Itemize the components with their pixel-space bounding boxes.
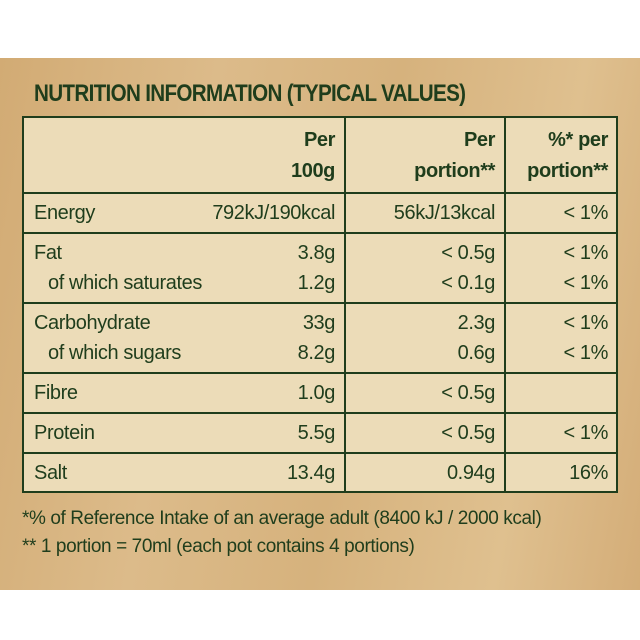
cell-value: < 1%	[563, 342, 608, 364]
footnote: ** 1 portion = 70ml (each pot contains 4…	[22, 536, 415, 557]
row-divider	[22, 412, 618, 414]
row-label: Fibre	[34, 382, 78, 404]
row-label: Protein	[34, 422, 95, 444]
cell-value: < 1%	[563, 422, 608, 444]
cell-value: 5.5g	[297, 422, 336, 444]
cell-value: 0.94g	[446, 462, 495, 484]
cell-value: < 1%	[563, 202, 608, 224]
cell-value: 2.3g	[457, 312, 496, 334]
row-label: Energy	[34, 202, 95, 224]
row-label: of which saturates	[48, 272, 202, 294]
row-label: Carbohydrate	[34, 312, 151, 334]
column-header: 100g	[291, 160, 335, 182]
cell-value: 0.6g	[457, 342, 496, 364]
column-divider	[504, 116, 506, 493]
row-label: Fat	[34, 242, 62, 264]
cell-value: 13.4g	[286, 462, 335, 484]
cell-value: < 1%	[563, 242, 608, 264]
cell-value: < 1%	[563, 272, 608, 294]
footnote: *% of Reference Intake of an average adu…	[22, 508, 542, 529]
column-header: portion**	[527, 160, 608, 182]
row-divider	[22, 372, 618, 374]
cell-value: 8.2g	[297, 342, 336, 364]
row-divider	[22, 232, 618, 234]
cell-value: 56kJ/13kcal	[393, 202, 496, 224]
column-header: Per	[463, 129, 495, 151]
row-divider	[22, 192, 618, 194]
row-label: of which sugars	[48, 342, 181, 364]
cell-value: < 0.1g	[441, 272, 495, 294]
row-divider	[22, 302, 618, 304]
row-divider	[22, 452, 618, 454]
cell-value: 1.2g	[297, 272, 336, 294]
cell-value: 792kJ/190kcal	[212, 202, 335, 224]
cell-value: 3.8g	[297, 242, 336, 264]
column-header: %* per	[548, 129, 608, 151]
column-header: portion**	[414, 160, 495, 182]
column-divider	[344, 116, 346, 493]
cell-value: < 1%	[563, 312, 608, 334]
cell-value: < 0.5g	[441, 242, 495, 264]
nutrition-table	[22, 116, 618, 493]
row-label: Salt	[34, 462, 67, 484]
cell-value: 1.0g	[297, 382, 336, 404]
cell-value: 33g	[302, 312, 336, 334]
title: NUTRITION INFORMATION (TYPICAL VALUES)	[34, 80, 466, 107]
cell-value: 16%	[569, 462, 608, 484]
column-header: Per	[303, 129, 335, 151]
cell-value: < 0.5g	[441, 422, 495, 444]
cell-value: < 0.5g	[441, 382, 495, 404]
